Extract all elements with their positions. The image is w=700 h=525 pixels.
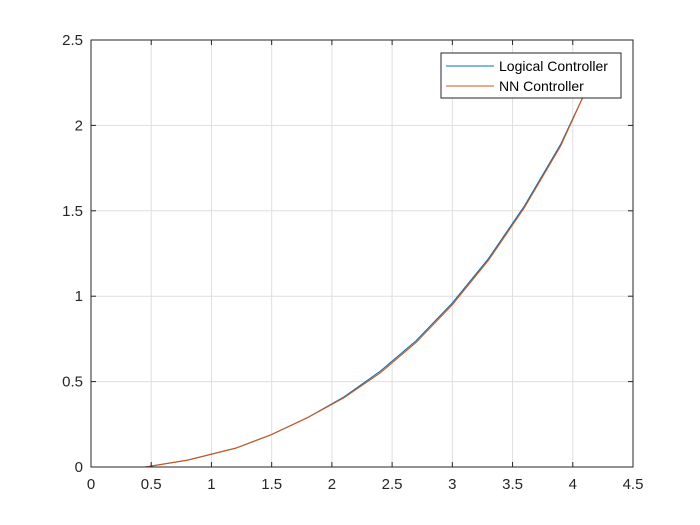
x-tick-label: 1	[207, 476, 215, 493]
legend[interactable]: Logical Controller NN Controller	[440, 52, 622, 99]
y-tick-label: 1	[75, 288, 83, 305]
y-tick-label: 0	[75, 459, 83, 476]
x-tick-label: 4.5	[623, 476, 644, 493]
x-tick-label: 0	[87, 476, 95, 493]
axes-box	[90, 39, 634, 468]
legend-label-nn-controller: NN Controller	[499, 78, 584, 94]
x-tick-label: 2	[328, 476, 336, 493]
x-tick-label: 0.5	[141, 476, 162, 493]
y-tick-label: 1.5	[62, 203, 83, 220]
legend-box	[440, 52, 622, 99]
series-line-nn-controller	[91, 92, 586, 467]
y-tick-label: 2	[75, 117, 83, 134]
x-tick-label: 4	[569, 476, 577, 493]
grid	[91, 40, 633, 467]
legend-label-logical-controller: Logical Controller	[499, 58, 608, 74]
x-tick-label: 3.5	[502, 476, 523, 493]
x-tick-label: 3	[448, 476, 456, 493]
y-tick-label: 0.5	[62, 374, 83, 391]
x-tick-label: 2.5	[382, 476, 403, 493]
y-tick-label: 2.5	[62, 32, 83, 49]
series-lines	[91, 92, 586, 467]
series-line-logical-controller	[91, 92, 586, 467]
x-tick-label: 1.5	[261, 476, 282, 493]
ticks: 0 0.5 1 1.5 2 2.5 3 3.5 4 4.5 0 0.5 1 1.5 2 2.5	[62, 32, 643, 493]
